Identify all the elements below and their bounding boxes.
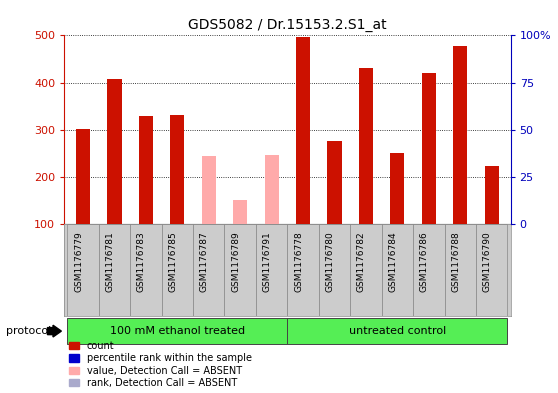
Bar: [350, 224, 382, 316]
Text: GSM1176788: GSM1176788: [451, 231, 460, 292]
Text: GSM1176787: GSM1176787: [200, 231, 209, 292]
Text: GSM1176789: GSM1176789: [231, 231, 240, 292]
Bar: [382, 224, 413, 316]
Bar: [391, 153, 405, 224]
Bar: [328, 141, 341, 224]
Bar: [413, 224, 445, 316]
Legend: count, percentile rank within the sample, value, Detection Call = ABSENT, rank, : count, percentile rank within the sample…: [69, 341, 252, 388]
Text: GSM1176783: GSM1176783: [137, 231, 146, 292]
Bar: [319, 224, 350, 316]
Bar: [287, 318, 507, 344]
Bar: [485, 165, 499, 224]
Bar: [233, 200, 247, 224]
Bar: [359, 68, 373, 224]
Bar: [256, 224, 287, 316]
Bar: [130, 224, 162, 316]
Title: GDS5082 / Dr.15153.2.S1_at: GDS5082 / Dr.15153.2.S1_at: [188, 18, 387, 31]
Text: GSM1176781: GSM1176781: [105, 231, 114, 292]
Bar: [476, 224, 507, 316]
Text: GSM1176790: GSM1176790: [483, 231, 492, 292]
Bar: [287, 224, 319, 316]
Text: GSM1176782: GSM1176782: [357, 231, 366, 292]
Bar: [68, 318, 287, 344]
Text: 100 mM ethanol treated: 100 mM ethanol treated: [110, 326, 245, 336]
Bar: [224, 224, 256, 316]
Bar: [453, 46, 468, 224]
Text: protocol: protocol: [6, 326, 51, 336]
Text: GSM1176780: GSM1176780: [325, 231, 335, 292]
Bar: [264, 155, 279, 224]
Bar: [139, 116, 153, 224]
Text: untreated control: untreated control: [349, 326, 446, 336]
Text: GSM1176791: GSM1176791: [263, 231, 272, 292]
Bar: [445, 224, 476, 316]
Bar: [76, 129, 90, 224]
Bar: [422, 73, 436, 224]
Text: GSM1176786: GSM1176786: [420, 231, 429, 292]
Bar: [170, 115, 184, 224]
Bar: [162, 224, 193, 316]
Bar: [99, 224, 130, 316]
Text: GSM1176779: GSM1176779: [74, 231, 83, 292]
Bar: [201, 156, 216, 224]
Bar: [296, 37, 310, 224]
Bar: [68, 224, 99, 316]
Bar: [193, 224, 224, 316]
Bar: [107, 79, 122, 224]
Text: GSM1176784: GSM1176784: [388, 231, 397, 292]
Text: GSM1176785: GSM1176785: [169, 231, 177, 292]
Text: GSM1176778: GSM1176778: [294, 231, 303, 292]
